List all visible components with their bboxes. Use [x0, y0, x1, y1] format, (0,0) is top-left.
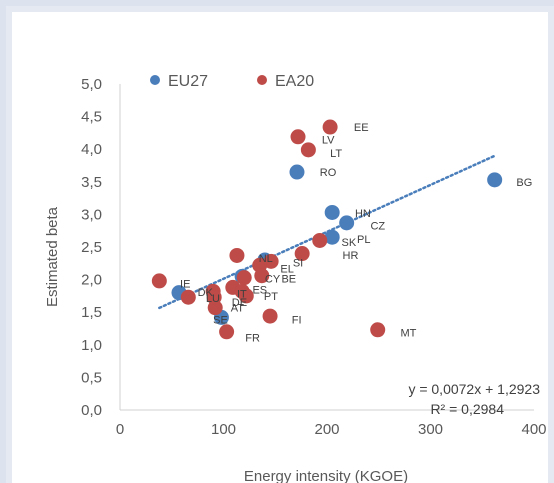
point-label: RO [320, 167, 337, 179]
point-label: SK [341, 237, 356, 249]
y-tick-label: 5,0 [81, 76, 102, 93]
trendline-r-squared: R² = 0,2984 [430, 401, 504, 417]
legend-marker-eu27 [150, 75, 160, 85]
point-label: FI [292, 314, 302, 326]
point-eu27 [324, 229, 340, 245]
point-ea20 [262, 308, 278, 324]
point-label: PT [264, 291, 278, 303]
point-label: BG [516, 177, 532, 189]
point-label: LV [322, 134, 335, 146]
point-label: LT [330, 148, 342, 160]
y-tick-labels: 0,0 0,5 1,0 1,5 2,0 2,5 3,0 3,5 4,0 4,5 5,0 [81, 76, 102, 419]
x-axis-label: Energy intensity (KGOE) [244, 468, 408, 483]
point-label: CZ [370, 220, 385, 232]
point-label: HR [343, 250, 359, 262]
point-label: FR [245, 333, 260, 345]
x-tick-label: 200 [314, 421, 339, 438]
point-ea20 [151, 273, 167, 289]
y-tick-label: 1,0 [81, 337, 102, 354]
point-label: NL [259, 253, 273, 265]
data-points [151, 119, 503, 340]
y-tick-label: 2,0 [81, 272, 102, 289]
point-label: BE [281, 273, 296, 285]
point-label: EE [354, 122, 369, 134]
point-label: CY [265, 273, 281, 285]
y-tick-label: 2,5 [81, 239, 102, 256]
point-ea20 [254, 268, 270, 284]
point-label: AT [231, 303, 245, 315]
point-ea20 [263, 253, 279, 269]
scatter-chart: 0,0 0,5 1,0 1,5 2,0 2,5 3,0 3,5 4,0 4,5 5,0 0 100 20… [44, 73, 547, 483]
point-eu27 [339, 215, 355, 231]
legend-label-ea20: EA20 [275, 73, 314, 90]
x-tick-label: 300 [418, 421, 443, 438]
point-ea20 [236, 270, 252, 286]
point-label: LU [206, 293, 220, 305]
x-tick-label: 400 [521, 421, 546, 438]
point-label: MT [400, 327, 416, 339]
legend: EU27 EA20 [150, 73, 314, 90]
point-label: DK [198, 287, 214, 299]
point-ea20 [294, 246, 310, 262]
y-tick-label: 1,5 [81, 304, 102, 321]
trendline-equation: y = 0,0072x + 1,2923 [408, 381, 540, 397]
point-label: DE [232, 297, 247, 309]
point-ea20 [180, 289, 196, 305]
y-tick-label: 4,5 [81, 109, 102, 126]
point-label: ES [252, 284, 267, 296]
legend-marker-ea20 [257, 75, 267, 85]
point-label: SI [293, 258, 303, 270]
axes [119, 84, 534, 411]
point-ea20 [219, 324, 235, 340]
y-tick-label: 4,0 [81, 141, 102, 158]
x-tick-labels: 0 100 200 300 400 [116, 421, 547, 438]
legend-label-eu27: EU27 [168, 73, 208, 90]
point-label: EL [280, 264, 293, 276]
y-tick-label: 0,5 [81, 369, 102, 386]
chart-panel: 0,0 0,5 1,0 1,5 2,0 2,5 3,0 3,5 4,0 4,5 5,0 0 100 20… [12, 12, 548, 483]
x-tick-label: 100 [211, 421, 236, 438]
y-tick-label: 3,5 [81, 174, 102, 191]
point-ea20 [238, 288, 254, 304]
point-label: SE [213, 314, 228, 326]
point-ea20 [312, 232, 328, 248]
point-eu27 [289, 164, 305, 180]
point-eu27 [324, 204, 340, 220]
point-ea20 [370, 322, 386, 338]
y-tick-label: 0,0 [81, 402, 102, 419]
point-ea20 [229, 247, 245, 263]
point-label: HN [355, 208, 371, 220]
point-label: PL [357, 234, 370, 246]
x-tick-label: 0 [116, 421, 124, 438]
point-ea20 [322, 119, 338, 135]
point-label: IT [237, 288, 247, 300]
y-tick-label: 3,0 [81, 206, 102, 223]
y-axis-label: Estimated beta [44, 206, 61, 307]
point-eu27 [487, 172, 503, 188]
point-ea20 [290, 129, 306, 145]
point-ea20 [206, 289, 222, 305]
point-ea20 [300, 142, 316, 158]
point-label: IE [180, 279, 190, 291]
